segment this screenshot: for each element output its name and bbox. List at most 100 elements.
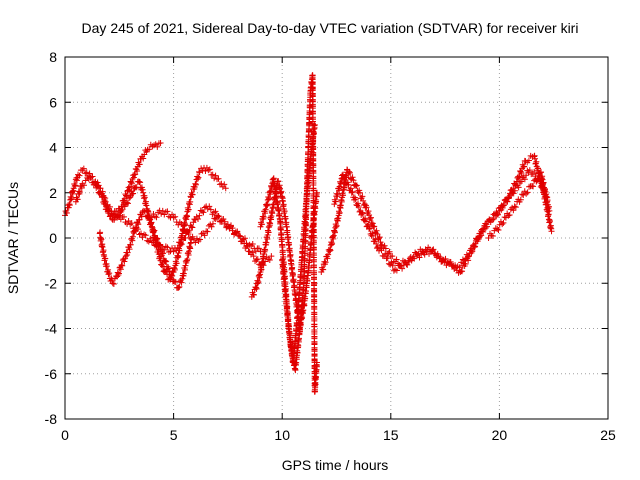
y-tick-label: 0 — [49, 230, 57, 246]
data-point — [72, 182, 79, 189]
data-point — [161, 246, 168, 253]
data-point — [378, 247, 385, 254]
data-point — [208, 223, 215, 230]
data-point — [189, 224, 196, 231]
data-point — [406, 258, 413, 265]
data-point — [517, 196, 524, 203]
data-point — [255, 278, 262, 285]
data-point — [496, 207, 503, 214]
data-point — [119, 203, 126, 210]
data-point — [521, 176, 528, 183]
data-point — [399, 265, 406, 272]
data-point — [186, 234, 193, 241]
data-point — [128, 179, 135, 186]
data-point — [169, 211, 176, 218]
data-point — [511, 203, 518, 210]
data-point — [465, 253, 472, 260]
data-point — [165, 265, 172, 272]
data-point — [140, 155, 147, 162]
data-point — [262, 247, 269, 254]
data-point — [353, 182, 360, 189]
data-point — [365, 221, 372, 228]
data-point — [153, 214, 160, 221]
data-point — [77, 188, 84, 195]
data-point — [543, 193, 550, 200]
data-point — [211, 175, 218, 182]
data-point — [373, 240, 380, 247]
data-point — [311, 316, 318, 323]
data-point — [545, 211, 552, 218]
data-point — [495, 226, 502, 233]
data-point — [360, 197, 367, 204]
data-point — [288, 342, 295, 349]
data-point — [103, 263, 110, 270]
data-point — [313, 189, 320, 196]
data-point — [73, 177, 80, 184]
data-point — [264, 202, 271, 209]
data-point — [546, 218, 553, 225]
data-point — [518, 170, 525, 177]
data-point — [196, 168, 203, 175]
data-point — [135, 178, 142, 185]
data-point — [310, 197, 317, 204]
data-point — [185, 206, 192, 213]
data-point — [255, 245, 262, 252]
data-point — [102, 200, 109, 207]
data-point — [196, 212, 203, 219]
data-point — [129, 233, 136, 240]
data-point — [211, 215, 218, 222]
data-point — [114, 273, 121, 280]
data-point — [204, 228, 211, 235]
data-point — [126, 246, 133, 253]
data-point — [512, 182, 519, 189]
data-point — [346, 168, 353, 175]
data-point — [366, 225, 373, 232]
data-point — [163, 258, 170, 265]
data-point — [281, 208, 288, 215]
data-point — [124, 249, 131, 256]
data-point — [249, 241, 256, 248]
data-point — [361, 201, 368, 208]
data-point — [83, 169, 90, 176]
data-point — [98, 236, 105, 243]
data-point — [192, 216, 199, 223]
x-tick-label: 0 — [61, 427, 69, 443]
data-point — [332, 198, 339, 205]
data-point — [263, 239, 270, 246]
data-point — [289, 349, 296, 356]
data-point — [201, 232, 208, 239]
data-point — [97, 188, 104, 195]
data-point — [356, 189, 363, 196]
data-point — [122, 253, 129, 260]
data-point — [178, 279, 185, 286]
data-point — [531, 168, 538, 175]
data-point — [505, 212, 512, 219]
data-point — [373, 227, 380, 234]
data-point — [275, 178, 282, 185]
data-point — [75, 171, 82, 178]
x-axis-label: GPS time / hours — [282, 457, 389, 473]
data-point — [381, 242, 388, 249]
data-point — [200, 209, 207, 216]
data-point — [459, 268, 466, 275]
data-point — [524, 189, 531, 196]
data-point — [224, 221, 231, 228]
data-point — [154, 143, 161, 150]
data-point — [359, 193, 366, 200]
x-tick-label: 20 — [492, 427, 508, 443]
data-point — [146, 146, 153, 153]
data-point — [267, 220, 274, 227]
data-point — [285, 234, 292, 241]
data-point — [281, 281, 288, 288]
data-point — [246, 248, 253, 255]
data-point — [372, 236, 379, 243]
data-point — [482, 225, 489, 232]
y-tick-label: 6 — [49, 94, 57, 110]
data-point — [510, 207, 517, 214]
data-point — [105, 271, 112, 278]
data-point — [389, 262, 396, 269]
data-point — [113, 208, 120, 215]
data-point — [362, 218, 369, 225]
data-point — [542, 186, 549, 193]
